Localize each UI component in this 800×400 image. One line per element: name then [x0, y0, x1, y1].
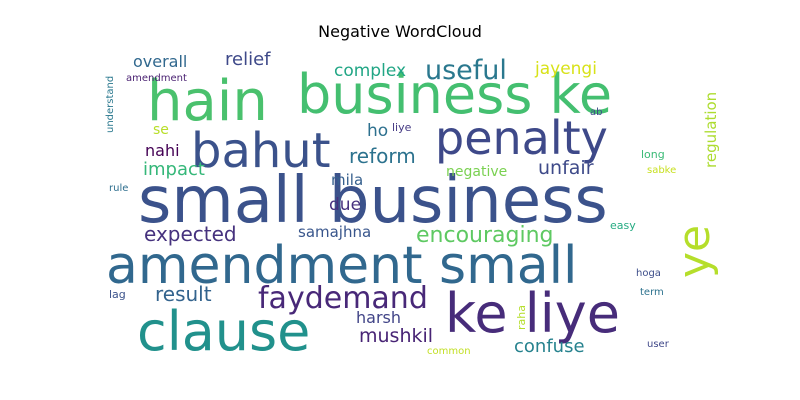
cloud-word-confuse: confuse — [514, 336, 585, 357]
cloud-word-ab: ab — [590, 107, 602, 118]
cloud-word-ye: ye — [669, 225, 720, 278]
cloud-word-amendment: amendment — [126, 73, 187, 84]
cloud-word-ho: ho — [367, 121, 388, 141]
cloud-word-lag: lag — [109, 288, 126, 301]
cloud-word-faydemand: faydemand — [258, 281, 428, 316]
cloud-word-sabke: sabke — [647, 165, 676, 176]
cloud-word-business-ke: business ke — [297, 63, 612, 126]
cloud-word-regulation: regulation — [702, 92, 720, 168]
cloud-word-encouraging: encouraging — [416, 223, 554, 248]
chart-title: Negative WordCloud — [318, 22, 482, 41]
cloud-word-term: term — [640, 287, 664, 298]
cloud-word-easy: easy — [610, 219, 636, 232]
cloud-word-due: due — [329, 195, 361, 215]
cloud-word-raha: raha — [515, 305, 528, 330]
cloud-word-penalty: penalty — [435, 111, 608, 165]
cloud-word-hain: hain — [147, 69, 268, 134]
cloud-word-expected: expected — [144, 222, 237, 246]
cloud-word-understand: understand — [105, 76, 116, 133]
cloud-word-bahut: bahut — [191, 123, 331, 179]
cloud-word-amendment-small: amendment small — [106, 236, 578, 296]
cloud-word-relief: relief — [225, 49, 271, 70]
cloud-word-complex: complex — [334, 61, 406, 81]
cloud-word-liye: liye — [392, 121, 412, 134]
cloud-word-negative: negative — [446, 164, 507, 180]
cloud-word-harsh: harsh — [356, 308, 401, 327]
cloud-word-rule: rule — [109, 183, 128, 194]
cloud-word-samajhna: samajhna — [298, 223, 371, 241]
cloud-word-common: common — [427, 346, 471, 357]
cloud-word-long: long — [641, 148, 665, 161]
cloud-word-impact: impact — [143, 159, 205, 180]
cloud-word-overall: overall — [133, 52, 187, 71]
cloud-word-user: user — [647, 339, 670, 350]
cloud-word-useful: useful — [425, 55, 507, 86]
cloud-word-jayengi: jayengi — [534, 59, 597, 79]
cloud-word-unfair: unfair — [538, 157, 594, 179]
cloud-word-result: result — [155, 282, 212, 306]
cloud-word-nahi: nahi — [145, 141, 180, 160]
cloud-word-reform: reform — [349, 144, 416, 168]
cloud-word-mushkil: mushkil — [359, 325, 433, 347]
cloud-word-mila: mila — [331, 171, 363, 189]
cloud-word-se: se — [153, 122, 169, 138]
cloud-word-ke-liye: ke liye — [445, 282, 620, 345]
cloud-word-small-business: small business — [138, 164, 608, 238]
cloud-word-hoga: hoga — [636, 268, 661, 279]
cloud-word-clause: clause — [137, 300, 310, 363]
